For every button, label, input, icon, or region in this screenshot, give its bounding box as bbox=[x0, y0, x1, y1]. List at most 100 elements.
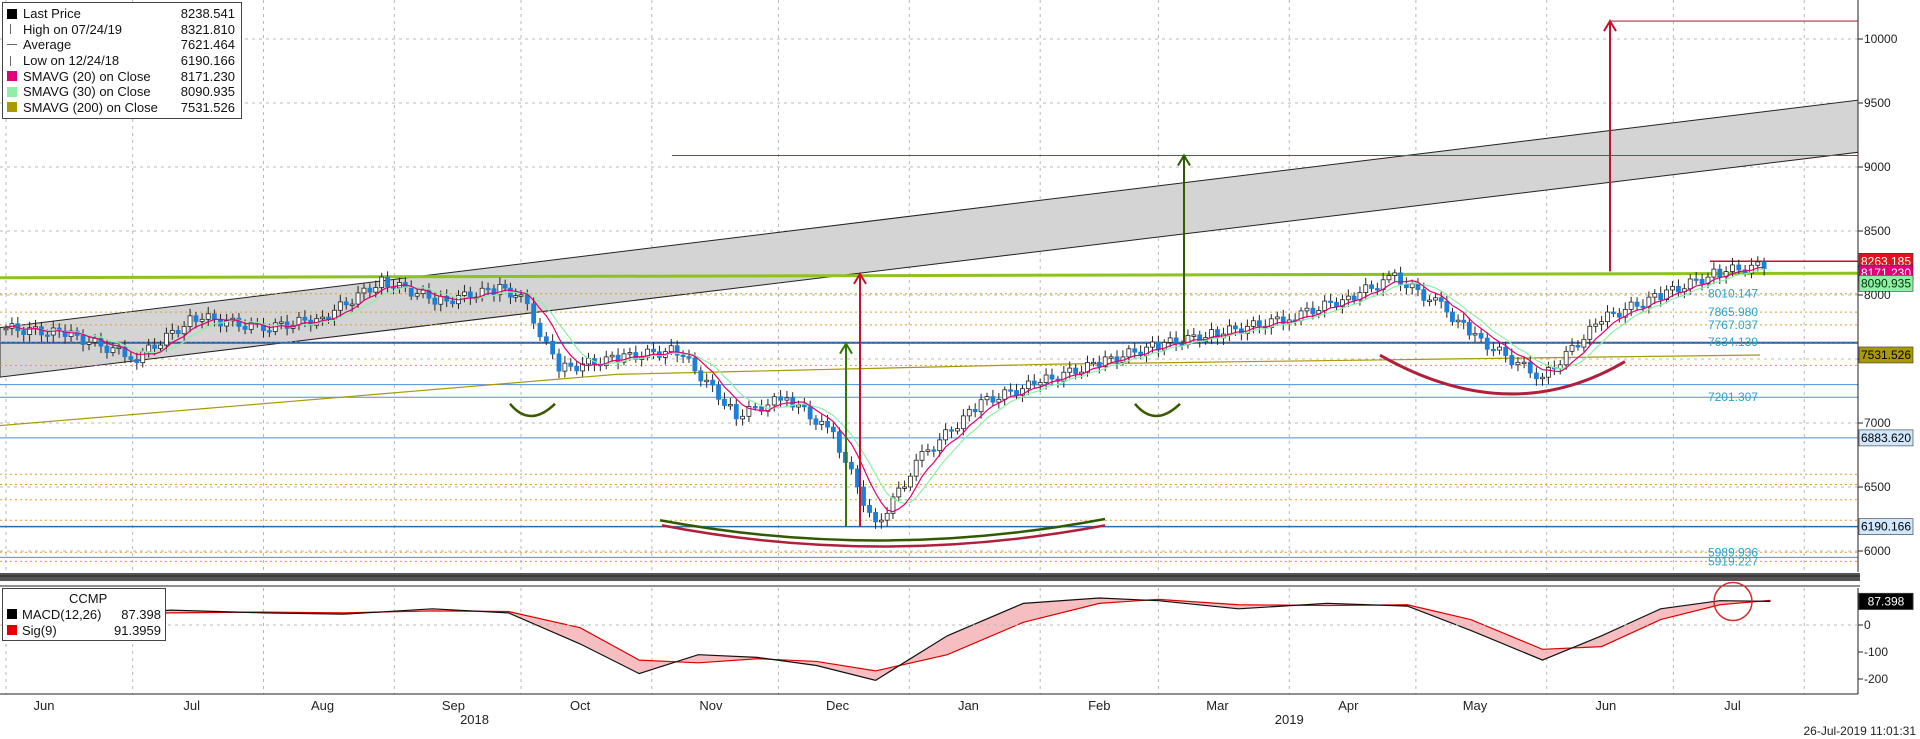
candle-down bbox=[813, 418, 819, 425]
candle-up bbox=[224, 320, 230, 327]
candle-up bbox=[955, 428, 960, 432]
candle-up bbox=[86, 341, 92, 345]
candle-down bbox=[1173, 337, 1179, 345]
candle-up bbox=[896, 487, 902, 498]
candle-up bbox=[1432, 297, 1438, 301]
candle-up bbox=[621, 353, 627, 363]
candle-down bbox=[1717, 268, 1723, 278]
candle-down bbox=[236, 317, 242, 327]
candle-down bbox=[242, 326, 248, 330]
macd-legend-title: CCMP bbox=[69, 591, 108, 606]
target-arrow-head bbox=[839, 341, 853, 355]
legend-item-average: Average 7621.464 bbox=[3, 37, 241, 53]
axis-tick-label: 6000 bbox=[1864, 544, 1891, 558]
fib-label: 7201.307 bbox=[1708, 390, 1758, 404]
candle-up bbox=[919, 451, 925, 461]
candle-up bbox=[205, 313, 211, 320]
candle-up bbox=[1605, 311, 1610, 323]
price-tag-label: 8090.935 bbox=[1861, 276, 1911, 290]
macd-legend-item-signal: Sig(9) 91.3959 bbox=[3, 622, 165, 638]
candle-down bbox=[686, 356, 692, 359]
candle-down bbox=[1736, 264, 1742, 271]
candle-down bbox=[1444, 301, 1450, 313]
candle-up bbox=[890, 496, 896, 514]
candle-up bbox=[1652, 293, 1658, 298]
candle-up bbox=[199, 318, 205, 322]
candle-up bbox=[337, 301, 343, 311]
candle-down bbox=[175, 330, 181, 335]
candle-down bbox=[39, 326, 44, 336]
candle-up bbox=[1670, 286, 1675, 291]
candle-down bbox=[722, 398, 727, 406]
target-arrow-head bbox=[853, 271, 867, 285]
legend-item-last-price: Last Price 8238.541 bbox=[3, 6, 241, 22]
price-tag-label: 6190.166 bbox=[1861, 520, 1911, 534]
axis-tick-label: 8500 bbox=[1864, 224, 1891, 238]
price-tag-box bbox=[1858, 429, 1914, 447]
candle-down bbox=[680, 354, 686, 358]
candle-up bbox=[1061, 371, 1067, 382]
price-tag: 6883.620 bbox=[1858, 429, 1914, 447]
macd-legend-item-macd: MACD(12,26) 87.398 bbox=[3, 606, 165, 622]
candle-down bbox=[193, 315, 199, 322]
candle-up bbox=[1191, 334, 1197, 337]
month-label: Feb bbox=[1088, 698, 1110, 713]
candle-down bbox=[1634, 301, 1640, 307]
sma-30-line bbox=[5, 268, 1765, 505]
candle-up bbox=[1227, 325, 1232, 335]
candle-up bbox=[1515, 361, 1521, 366]
candle-up bbox=[1622, 308, 1628, 318]
candle-down bbox=[1374, 288, 1380, 291]
candle-up bbox=[1340, 299, 1345, 308]
legend-item-high: High on 07/24/19 8321.810 bbox=[3, 22, 241, 38]
candle-up bbox=[1386, 275, 1392, 281]
candle-up bbox=[1392, 272, 1398, 276]
candle-down bbox=[1450, 311, 1455, 323]
price-tag: 7531.526 bbox=[1858, 346, 1914, 364]
price-tag: 8090.935 bbox=[1858, 275, 1914, 292]
candle-down bbox=[1611, 311, 1616, 314]
timestamp: 26-Jul-2019 11:01:31 bbox=[1803, 724, 1916, 738]
candle-up bbox=[373, 287, 379, 293]
candle-up bbox=[420, 289, 426, 295]
candle-up bbox=[580, 363, 586, 372]
candle-down bbox=[1699, 278, 1705, 285]
candle-up bbox=[1167, 337, 1173, 343]
candle-down bbox=[128, 356, 134, 360]
chart-legend: Last Price 8238.541 High on 07/24/19 8321.… bbox=[2, 2, 242, 120]
candle-up bbox=[746, 406, 752, 417]
candle-up bbox=[68, 330, 74, 337]
candle-up bbox=[438, 295, 444, 305]
candle-up bbox=[1546, 367, 1551, 378]
candle-up bbox=[1090, 361, 1096, 365]
candle-up bbox=[913, 459, 919, 477]
candle-up bbox=[796, 404, 801, 408]
candle-up bbox=[462, 291, 467, 296]
candle-up bbox=[1587, 325, 1593, 340]
neckline bbox=[0, 271, 1859, 280]
candle-up bbox=[1043, 374, 1049, 383]
sma-200-line bbox=[0, 354, 1761, 427]
candle-down bbox=[302, 316, 308, 321]
candle-down bbox=[367, 287, 373, 293]
candle-down bbox=[1334, 301, 1339, 308]
candle-down bbox=[830, 426, 836, 433]
candle-down bbox=[152, 344, 157, 349]
candle-down bbox=[710, 379, 716, 386]
candle-up bbox=[925, 449, 931, 452]
candle-down bbox=[1676, 286, 1681, 293]
candle-down bbox=[1132, 348, 1138, 353]
candle-up bbox=[1363, 284, 1369, 293]
price-tag-box bbox=[1858, 346, 1914, 364]
price-tag-box bbox=[1858, 518, 1914, 535]
candle-down bbox=[801, 404, 807, 408]
candle-up bbox=[355, 292, 361, 305]
target-arrow-head bbox=[1177, 153, 1191, 166]
candle-up bbox=[1108, 356, 1114, 359]
candle-down bbox=[537, 322, 543, 338]
candle-down bbox=[1114, 356, 1120, 363]
candle-down bbox=[1415, 283, 1421, 291]
macd-tag-box bbox=[1858, 592, 1914, 610]
price-tag: 6190.166 bbox=[1858, 518, 1914, 535]
candle-up bbox=[1322, 300, 1328, 311]
